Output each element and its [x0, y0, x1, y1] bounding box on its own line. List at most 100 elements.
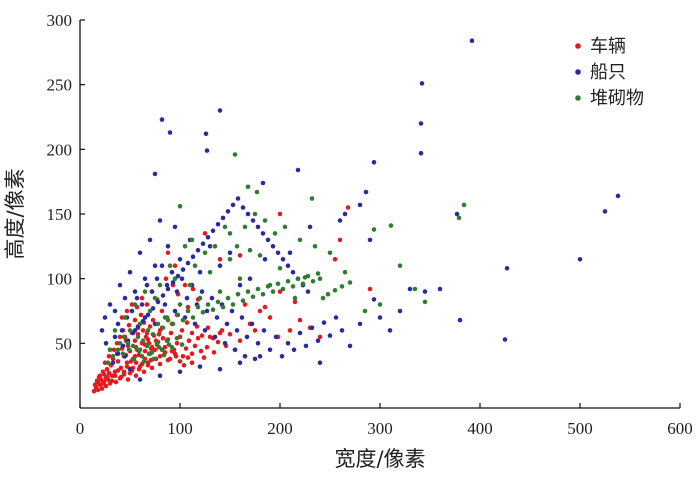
data-point-堆砌物 [195, 304, 201, 310]
data-point-船只 [321, 320, 327, 325]
data-point-车辆 [227, 332, 233, 337]
data-point-船只 [290, 269, 296, 275]
data-point-船只 [270, 244, 276, 249]
data-point-船只 [234, 328, 240, 333]
data-point-堆砌物 [202, 250, 208, 256]
data-point-车辆 [157, 361, 163, 367]
data-point-车辆 [163, 276, 169, 282]
y-axis-label: 高度/像素 [3, 168, 27, 259]
data-point-堆砌物 [154, 341, 160, 346]
data-point-车辆 [111, 347, 117, 353]
data-point-船只 [242, 354, 248, 359]
data-point-堆砌物 [280, 286, 286, 292]
y-tick-label: 300 [47, 11, 73, 30]
data-point-船只 [197, 269, 203, 275]
data-point-堆砌物 [200, 310, 206, 315]
data-point-堆砌物 [305, 273, 311, 279]
data-point-堆砌物 [461, 202, 467, 208]
data-point-船只 [162, 302, 168, 307]
data-point-堆砌物 [388, 223, 394, 228]
data-point-堆砌物 [212, 244, 218, 249]
data-point-堆砌物 [371, 227, 377, 232]
data-point-堆砌物 [180, 317, 186, 323]
data-point-堆砌物 [190, 315, 196, 320]
data-point-堆砌物 [295, 276, 301, 282]
data-point-堆砌物 [179, 342, 185, 347]
data-point-船只 [217, 108, 223, 113]
data-point-船只 [204, 308, 210, 314]
data-point-船只 [212, 334, 218, 340]
data-point-车辆 [124, 364, 130, 369]
data-point-船只 [217, 366, 223, 372]
data-point-堆砌物 [312, 244, 318, 249]
data-point-堆砌物 [115, 347, 121, 353]
data-point-船只 [232, 347, 238, 353]
data-point-船只 [102, 315, 108, 320]
data-point-堆砌物 [325, 291, 331, 297]
data-point-船只 [165, 244, 171, 249]
data-point-车辆 [185, 355, 191, 360]
data-point-船只 [157, 373, 163, 379]
data-point-堆砌物 [140, 338, 146, 344]
data-point-堆砌物 [197, 295, 203, 301]
data-point-车辆 [177, 359, 183, 364]
data-point-堆砌物 [412, 286, 418, 292]
data-point-车辆 [112, 373, 118, 379]
data-point-船只 [127, 269, 133, 275]
data-point-船只 [170, 280, 176, 285]
data-point-堆砌物 [127, 328, 133, 333]
data-point-船只 [165, 286, 171, 292]
data-point-堆砌物 [210, 307, 216, 313]
data-point-堆砌物 [297, 237, 303, 243]
data-point-船只 [260, 180, 266, 186]
data-point-船只 [209, 295, 215, 301]
data-point-车辆 [189, 330, 195, 336]
data-point-堆砌物 [187, 282, 193, 288]
data-point-车辆 [252, 328, 258, 333]
data-point-堆砌物 [159, 347, 165, 353]
legend-marker [575, 95, 581, 101]
data-point-船只 [130, 330, 136, 336]
data-point-车辆 [103, 383, 109, 389]
data-point-船只 [177, 257, 183, 262]
data-point-船只 [103, 341, 109, 346]
data-point-船只 [215, 222, 221, 227]
data-point-堆砌物 [230, 302, 236, 307]
data-point-堆砌物 [121, 334, 127, 340]
data-point-船只 [303, 343, 309, 349]
data-point-车辆 [167, 356, 173, 362]
data-point-船只 [122, 295, 128, 301]
data-point-车辆 [149, 365, 155, 371]
data-point-船只 [199, 289, 205, 294]
data-point-船只 [139, 302, 145, 307]
data-point-堆砌物 [117, 341, 123, 346]
data-point-船只 [117, 282, 123, 288]
data-point-车辆 [162, 344, 168, 350]
data-point-车辆 [124, 360, 130, 366]
legend-marker [575, 43, 581, 49]
y-tick-label: 150 [47, 205, 73, 224]
data-point-船只 [119, 328, 125, 333]
data-point-船只 [195, 247, 201, 253]
data-point-船只 [342, 211, 348, 217]
data-point-船只 [202, 328, 208, 333]
data-point-堆砌物 [161, 352, 167, 358]
data-point-堆砌物 [207, 269, 213, 275]
data-point-船只 [172, 224, 178, 230]
data-point-船只 [357, 202, 363, 208]
data-point-船只 [280, 257, 286, 262]
data-point-车辆 [115, 359, 121, 364]
data-point-船只 [229, 308, 235, 314]
data-point-堆砌物 [242, 224, 248, 230]
data-point-船只 [250, 218, 256, 223]
data-point-堆砌物 [131, 356, 137, 362]
data-point-堆砌物 [122, 315, 128, 320]
data-point-堆砌物 [155, 321, 161, 327]
data-point-船只 [261, 328, 267, 333]
data-point-船只 [419, 81, 425, 86]
data-point-船只 [237, 360, 243, 366]
data-point-车辆 [181, 363, 187, 368]
data-point-车辆 [115, 368, 121, 373]
data-point-船只 [257, 354, 263, 359]
